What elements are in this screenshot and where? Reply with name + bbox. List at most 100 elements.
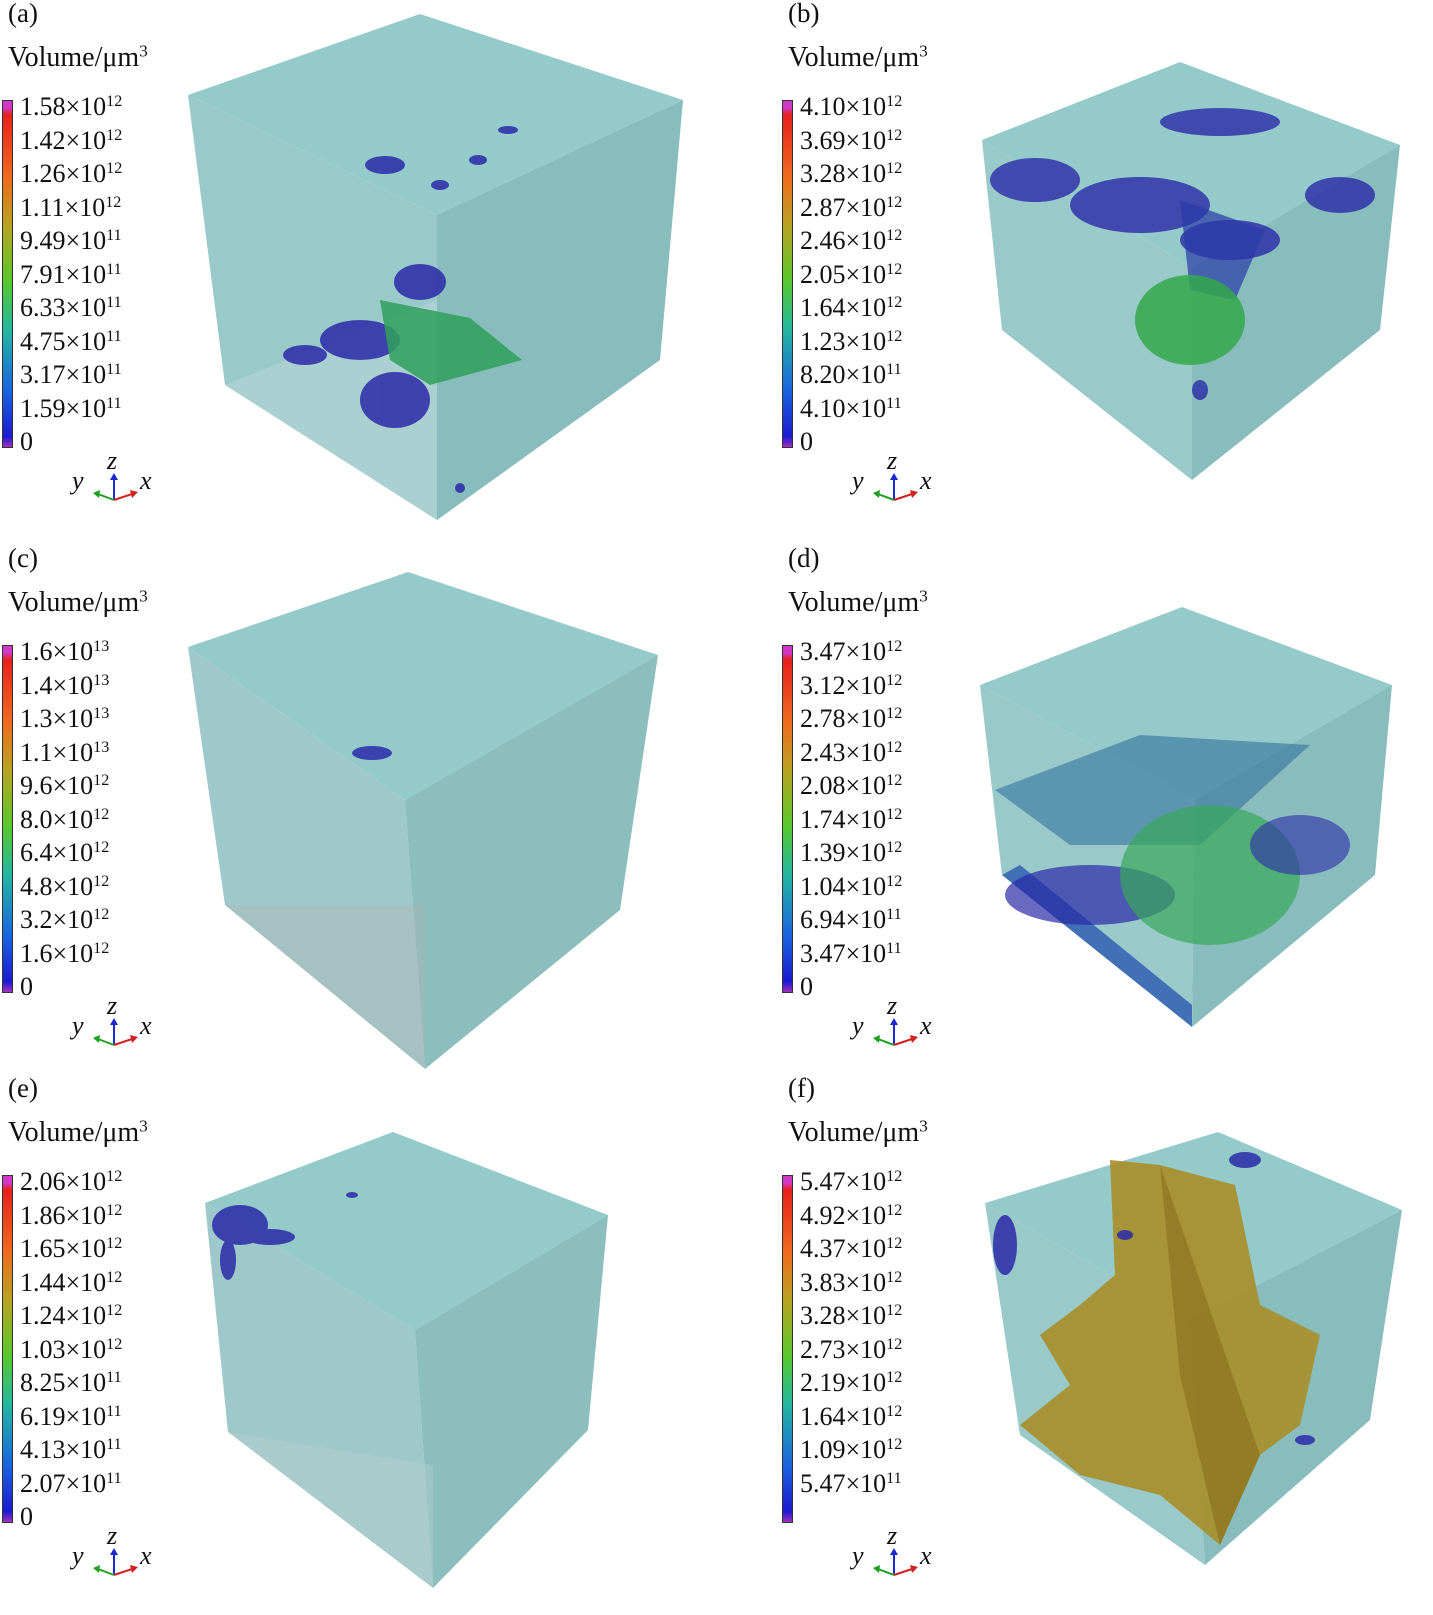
colorbar-tick-label: 3.69×1012 — [800, 125, 903, 155]
colorbar — [2, 1175, 13, 1523]
colorbar-tick-label: 1.64×1012 — [800, 1401, 903, 1431]
axis-label-z: z — [887, 1521, 898, 1550]
axis-label-x: x — [920, 466, 932, 495]
colorbar-tick-label: 1.09×1012 — [800, 1435, 903, 1464]
colorbar-title: Volume/μm3 — [788, 586, 928, 618]
colorbar-tick-label: 3.83×1012 — [800, 1267, 903, 1297]
colorbar-tick-label: 3.2×1012 — [20, 905, 110, 934]
panel-label: (f) — [788, 1073, 815, 1103]
panel-label: (c) — [8, 543, 38, 573]
colorbar-tick-label: 2.46×1012 — [800, 226, 903, 255]
axis-arrows-icon — [93, 473, 138, 501]
colorbar-ticks: 5.47×1012 4.92×1012 4.37×1012 3.83×1012 3.28… — [800, 1169, 1000, 1529]
colorbar-tick-label: 0 — [20, 1502, 33, 1531]
cube-render — [985, 1132, 1402, 1565]
axis-label-z: z — [107, 446, 118, 475]
axis-label-y: y — [72, 1011, 84, 1040]
colorbar-tick-label: 1.74×1012 — [800, 804, 903, 834]
colorbar-tick-label: 2.07×1011 — [20, 1468, 122, 1498]
colorbar-tick-label: 1.23×1012 — [800, 326, 903, 356]
panel-b: (b) Volume/μm3 4.10×1012 3.69×1012 3.28×10… — [780, 0, 1433, 540]
colorbar-tick-label: 9.6×1012 — [20, 771, 110, 800]
panel-a: (a) Volume/μm3 1.58×1012 1.42×1012 1.26×10… — [0, 0, 716, 540]
colorbar-ticks: 2.06×1012 1.86×1012 1.65×1012 1.44×1012 1.24… — [20, 1167, 220, 1531]
colorbar-tick-label: 1.86×1012 — [20, 1200, 123, 1230]
colorbar-tick-label: 1.4×1013 — [20, 670, 110, 700]
axis-arrows-icon — [873, 1548, 918, 1576]
axis-label-x: x — [920, 1541, 932, 1570]
colorbar-ticks: 3.47×1012 3.12×1012 2.78×1012 2.43×1012 2.08… — [800, 637, 1000, 1001]
colorbar-title: Volume/μm3 — [788, 41, 928, 73]
colorbar-tick-label: 2.19×1012 — [800, 1368, 903, 1397]
axis-label-z: z — [107, 991, 118, 1020]
colorbar-ticks: 4.10×1012 3.69×1012 3.28×1012 2.87×1012 2.46… — [800, 94, 1000, 455]
colorbar-tick-label: 5.47×1011 — [800, 1468, 902, 1498]
colorbar-tick-label: 1.26×1012 — [20, 159, 123, 188]
colorbar-tick-label: 8.20×1011 — [800, 360, 902, 389]
panel-label: (b) — [788, 0, 820, 28]
colorbar-tick-label: 3.47×1011 — [800, 938, 902, 968]
colorbar-tick-label: 9.49×1011 — [20, 226, 122, 255]
colorbar-tick-label: 5.47×1012 — [800, 1167, 903, 1196]
colorbar-tick-label: 6.33×1011 — [20, 293, 122, 322]
axis-label-x: x — [140, 1011, 152, 1040]
colorbar-title: Volume/μm3 — [8, 41, 148, 73]
cube-render — [205, 1132, 608, 1588]
colorbar-tick-label: 1.64×1012 — [800, 293, 903, 322]
axis-label-z: z — [887, 446, 898, 475]
axis-label-y: y — [852, 1541, 864, 1570]
colorbar-tick-label: 0 — [800, 972, 813, 1001]
colorbar-tick-label: 8.25×1011 — [20, 1368, 122, 1397]
colorbar-tick-label: 2.73×1012 — [800, 1334, 903, 1364]
axis-arrows-icon — [873, 1018, 918, 1046]
colorbar-tick-label: 4.92×1012 — [800, 1200, 903, 1230]
colorbar-tick-label: 1.6×1013 — [20, 637, 110, 666]
panel-label: (d) — [788, 543, 820, 573]
colorbar-tick-label: 2.87×1012 — [800, 192, 903, 222]
colorbar-tick-label: 1.6×1012 — [20, 938, 110, 968]
colorbar-tick-label: 1.11×1012 — [20, 192, 122, 222]
colorbar-tick-label: 2.06×1012 — [20, 1167, 123, 1196]
panel-label: (e) — [8, 1073, 38, 1103]
colorbar-ticks: 1.6×1013 1.4×1013 1.3×1013 1.1×1013 9.6×1012… — [20, 637, 220, 1000]
axis-label-y: y — [72, 1541, 84, 1570]
colorbar-tick-label: 4.37×1012 — [800, 1234, 903, 1263]
colorbar-tick-label: 6.4×1012 — [20, 838, 110, 867]
colorbar-tick-label: 2.05×1012 — [800, 259, 903, 289]
panel-f: (f) Volume/μm3 5.47×1012 4.92×1012 4.37×10… — [780, 1073, 1433, 1615]
colorbar-tick-label: 1.42×1012 — [20, 125, 123, 155]
cube-render — [188, 14, 683, 520]
axis-label-z: z — [887, 991, 898, 1020]
colorbar — [782, 100, 793, 448]
colorbar-tick-label: 3.28×1012 — [800, 1301, 903, 1330]
colorbar-tick-label: 2.08×1012 — [800, 771, 903, 800]
colorbar-tick-label: 1.1×1013 — [20, 737, 110, 767]
colorbar — [2, 645, 13, 993]
colorbar-tick-label: 1.3×1013 — [20, 704, 110, 733]
axis-label-z: z — [107, 1521, 118, 1550]
colorbar-tick-label: 1.03×1012 — [20, 1334, 123, 1364]
panel-d: (d) Volume/μm3 3.47×1012 3.12×1012 2.78×10… — [780, 543, 1433, 1085]
colorbar-tick-label: 1.04×1012 — [800, 871, 903, 901]
colorbar-tick-label: 1.39×1012 — [800, 838, 903, 867]
axis-arrows-icon — [93, 1018, 138, 1046]
axis-arrows-icon — [873, 473, 918, 501]
axis-label-x: x — [140, 1541, 152, 1570]
cube-render — [188, 572, 658, 1069]
colorbar-tick-label: 3.28×1012 — [800, 159, 903, 188]
colorbar-tick-label: 3.47×1012 — [800, 637, 903, 666]
colorbar-title: Volume/μm3 — [788, 1116, 928, 1148]
colorbar — [2, 100, 13, 448]
colorbar-tick-label: 4.8×1012 — [20, 871, 110, 901]
colorbar-tick-label: 4.10×1011 — [800, 393, 902, 423]
colorbar-tick-label: 1.59×1011 — [20, 393, 122, 423]
colorbar-tick-label: 6.94×1011 — [800, 905, 902, 934]
axis-label-y: y — [852, 466, 864, 495]
colorbar-tick-label: 4.75×1011 — [20, 326, 122, 356]
axis-label-y: y — [852, 1011, 864, 1040]
